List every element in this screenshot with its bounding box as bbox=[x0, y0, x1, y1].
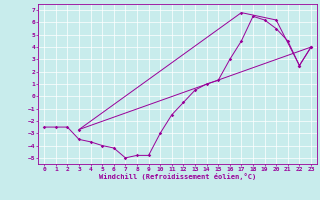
X-axis label: Windchill (Refroidissement éolien,°C): Windchill (Refroidissement éolien,°C) bbox=[99, 173, 256, 180]
